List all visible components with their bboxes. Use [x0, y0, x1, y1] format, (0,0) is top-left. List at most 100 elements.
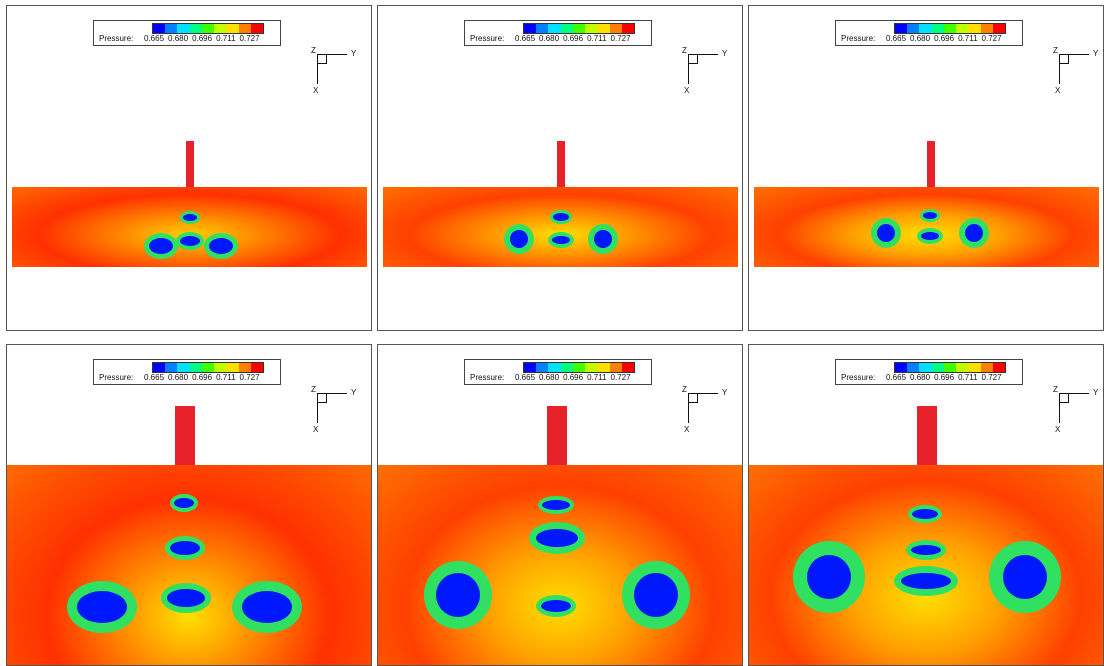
legend-swatch: [177, 24, 190, 33]
pressure-legend: Pressure: 0.665 0.680 0.696 0.711 0.727: [93, 359, 281, 385]
axis-z-label: Z: [682, 46, 687, 55]
legend-swatch: [980, 363, 993, 372]
legend-swatch: [943, 363, 957, 372]
legend-color-bar: [894, 23, 1006, 34]
axis-x-label: X: [1055, 425, 1061, 434]
pressure-legend: Pressure: 0.665 0.680 0.696 0.711 0.727: [93, 20, 281, 46]
axis-y-label: Y: [351, 388, 357, 397]
axis-x-label: X: [684, 86, 690, 95]
vortex: [149, 238, 173, 254]
legend-swatch: [931, 24, 944, 33]
jet-nozzle: [186, 141, 194, 187]
vortex: [877, 224, 895, 242]
vortex: [965, 224, 983, 242]
legend-label: Pressure:: [99, 34, 134, 43]
legend-swatch: [536, 24, 549, 33]
legend-label: Pressure:: [841, 34, 876, 43]
vortex: [209, 238, 233, 254]
jet-nozzle: [917, 406, 937, 465]
pressure-legend: Pressure: 0.665 0.680 0.696 0.711 0.727: [835, 20, 1023, 46]
vortex: [183, 214, 197, 221]
legend-swatch: [968, 363, 981, 372]
legend-ticks: 0.665 0.680 0.696 0.711 0.727: [515, 34, 631, 43]
axis-triad: Z Y X: [680, 46, 730, 96]
pressure-field: [378, 465, 742, 665]
vortex: [912, 509, 938, 519]
vortex: [170, 541, 200, 555]
vortex: [536, 529, 578, 547]
jet-nozzle: [557, 141, 565, 187]
legend-swatch: [907, 24, 920, 33]
vortex: [634, 573, 678, 617]
vortex: [807, 555, 851, 599]
legend-swatch: [201, 24, 215, 33]
legend-swatch: [992, 363, 1005, 372]
legend-ticks: 0.665 0.680 0.696 0.711 0.727: [144, 373, 260, 382]
vortex: [167, 589, 205, 607]
legend-swatch: [931, 363, 944, 372]
axis-triad: Z Y X: [309, 385, 359, 435]
pressure-legend: Pressure: 0.665 0.680 0.696 0.711 0.727: [835, 359, 1023, 385]
axis-z-label: Z: [311, 385, 316, 394]
contour-panel-2: Pressure: 0.665 0.680 0.696 0.711 0.727 Z Y …: [377, 5, 743, 331]
legend-swatch: [560, 24, 573, 33]
axis-x-label: X: [313, 425, 319, 434]
vortex: [541, 600, 571, 612]
legend-label: Pressure:: [841, 373, 876, 382]
legend-swatch: [177, 363, 190, 372]
legend-swatch: [238, 24, 251, 33]
legend-swatch: [250, 363, 263, 372]
axis-z-label: Z: [1053, 385, 1058, 394]
pressure-legend: Pressure: 0.665 0.680 0.696 0.711 0.727: [464, 20, 652, 46]
legend-swatch: [572, 363, 586, 372]
legend-swatch: [214, 24, 227, 33]
legend-ticks: 0.665 0.680 0.696 0.711 0.727: [886, 373, 1002, 382]
vortex: [552, 236, 570, 244]
legend-color-bar: [523, 362, 635, 373]
contour-panel-5: Pressure: 0.665 0.680 0.696 0.711 0.727 Z Y …: [377, 344, 743, 666]
legend-label: Pressure:: [470, 34, 505, 43]
legend-swatch: [621, 363, 634, 372]
axis-y-label: Y: [722, 388, 728, 397]
legend-swatch: [943, 24, 957, 33]
legend-swatch: [895, 363, 908, 372]
pressure-field: [749, 465, 1103, 665]
legend-swatch: [907, 363, 920, 372]
legend-swatch: [189, 24, 202, 33]
legend-label: Pressure:: [99, 373, 134, 382]
vortex: [553, 213, 569, 221]
axis-triad: Z Y X: [1051, 385, 1101, 435]
axis-x-label: X: [684, 425, 690, 434]
legend-swatch: [609, 363, 622, 372]
axis-y-label: Y: [1093, 388, 1099, 397]
axis-z-label: Z: [682, 385, 687, 394]
legend-swatch: [250, 24, 263, 33]
contour-panel-6: Pressure: 0.665 0.680 0.696 0.711 0.727 Z Y …: [748, 344, 1104, 666]
legend-swatch: [992, 24, 1005, 33]
legend-swatch: [548, 363, 561, 372]
pressure-field: [7, 465, 371, 665]
legend-swatch: [524, 363, 537, 372]
legend-ticks: 0.665 0.680 0.696 0.711 0.727: [144, 34, 260, 43]
legend-swatch: [153, 363, 166, 372]
legend-swatch: [153, 24, 166, 33]
vortex: [77, 591, 127, 623]
legend-swatch: [536, 363, 549, 372]
axis-triad: Z Y X: [1051, 46, 1101, 96]
vortex: [180, 236, 200, 246]
axis-y-label: Y: [351, 49, 357, 58]
axis-x-label: X: [313, 86, 319, 95]
legend-swatch: [165, 363, 178, 372]
vortex: [174, 498, 194, 508]
axis-z-label: Z: [1053, 46, 1058, 55]
vortex: [510, 230, 528, 248]
vortex: [436, 573, 480, 617]
legend-swatch: [919, 24, 932, 33]
legend-color-bar: [894, 362, 1006, 373]
legend-swatch: [621, 24, 634, 33]
legend-swatch: [560, 363, 573, 372]
vortex: [923, 212, 937, 219]
pressure-field: [12, 187, 367, 267]
vortex: [921, 232, 939, 240]
axis-triad: Z Y X: [309, 46, 359, 96]
